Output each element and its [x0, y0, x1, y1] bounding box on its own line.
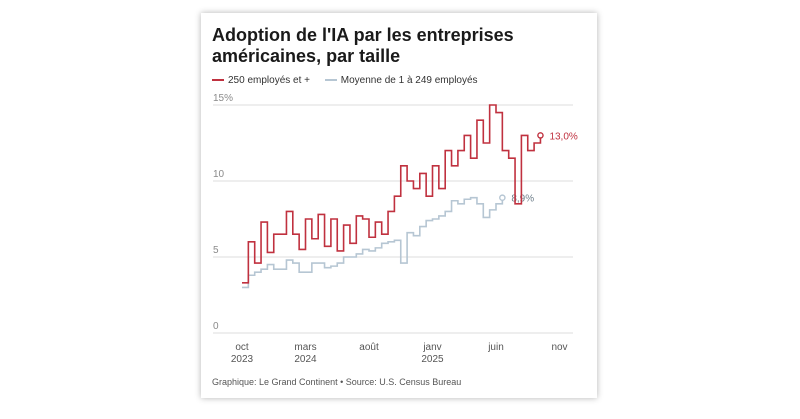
x-tick-label: juin [487, 342, 504, 353]
x-tick-label: oct [235, 342, 249, 353]
series-end-marker-medium [499, 194, 506, 202]
series-line-large [242, 104, 542, 284]
x-tick-label: janv [422, 342, 441, 353]
y-tick-label: 5 [213, 245, 219, 256]
x-tick-label-year: 2025 [421, 354, 444, 365]
y-tick-label: 0 [213, 321, 219, 332]
series-line-medium [242, 196, 504, 289]
chart-card: Adoption de l'IA par les entreprises amé… [201, 13, 597, 398]
x-tick-label-year: 2024 [294, 354, 317, 365]
x-tick-label: mars [294, 342, 316, 353]
legend-label-large: 250 employés et + [228, 75, 310, 86]
y-tick-label: 15% [213, 93, 233, 104]
series-end-label-medium: 8,9% [511, 194, 534, 205]
series-end-marker-large [537, 132, 544, 139]
legend-swatch-medium [324, 79, 337, 82]
legend-label-medium: Moyenne de 1 à 249 employés [340, 75, 478, 86]
series-end-label-large: 13,0% [549, 131, 577, 142]
legend-item-large: 250 employés et + [212, 75, 310, 86]
source-note: Graphique: Le Grand Continent • Source: … [212, 377, 462, 387]
legend: 250 employés et + Moyenne de 1 à 249 emp… [212, 75, 490, 86]
x-tick-label-year: 2023 [231, 354, 254, 365]
x-tick-label: août [359, 342, 379, 353]
y-tick-label: 10 [213, 169, 225, 180]
legend-swatch-large [212, 79, 224, 82]
legend-item-medium: Moyenne de 1 à 249 employés [324, 75, 478, 86]
x-tick-label: nov [551, 342, 567, 353]
chart-title: Adoption de l'IA par les entreprises amé… [212, 25, 514, 66]
